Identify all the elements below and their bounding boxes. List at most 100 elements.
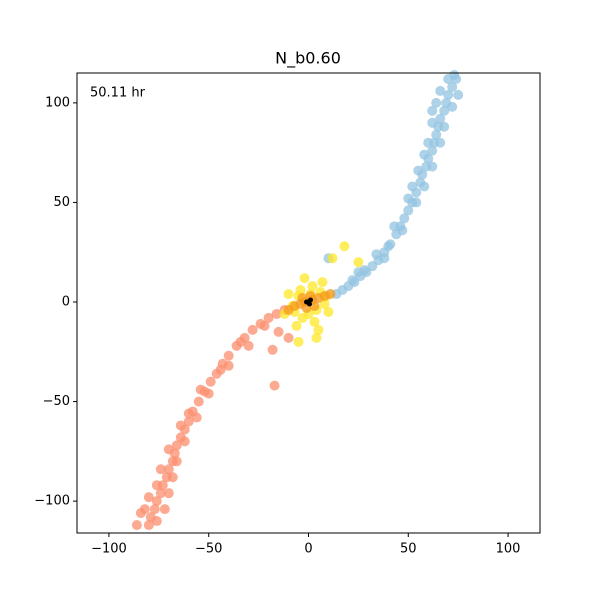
- point: [131, 520, 142, 531]
- point: [193, 396, 204, 407]
- point: [327, 253, 338, 264]
- point: [283, 332, 294, 343]
- point: [179, 436, 190, 447]
- point: [435, 85, 446, 96]
- point: [259, 320, 270, 331]
- point: [435, 113, 446, 124]
- point: [149, 504, 160, 515]
- point: [325, 289, 336, 300]
- point: [151, 516, 162, 527]
- point: [397, 225, 408, 236]
- point: [427, 161, 438, 172]
- point: [163, 488, 174, 499]
- point: [453, 89, 464, 100]
- annotation: 50.11 hr: [90, 86, 146, 101]
- chart-title: N_b0.60: [275, 49, 341, 69]
- point: [243, 340, 254, 351]
- point: [353, 267, 364, 278]
- x-tick-label: 100: [496, 542, 521, 557]
- point: [163, 444, 174, 455]
- y-tick-label: 100: [45, 95, 70, 110]
- y-tick-label: −50: [43, 394, 70, 409]
- y-tick-label: −100: [34, 494, 70, 509]
- point: [223, 360, 234, 371]
- point: [403, 205, 414, 216]
- point: [307, 281, 318, 292]
- point: [183, 408, 194, 419]
- point: [413, 165, 424, 176]
- point: [183, 416, 194, 427]
- point: [371, 249, 382, 260]
- point: [427, 105, 438, 116]
- point: [323, 306, 334, 317]
- point: [447, 101, 458, 112]
- point: [283, 289, 294, 300]
- point: [171, 440, 182, 451]
- point: [295, 285, 306, 296]
- point: [431, 129, 442, 140]
- point: [419, 149, 430, 160]
- point: [353, 257, 364, 268]
- point: [309, 316, 320, 327]
- point: [299, 273, 310, 284]
- point: [317, 277, 328, 288]
- point: [135, 508, 146, 519]
- point: [311, 332, 322, 343]
- point: [411, 197, 422, 208]
- point: [419, 181, 430, 192]
- x-tick-label: −100: [91, 542, 127, 557]
- point: [447, 81, 458, 92]
- x-tick-label: 0: [304, 542, 312, 557]
- point: [443, 89, 454, 100]
- point: [379, 253, 390, 264]
- point: [167, 472, 178, 483]
- point: [163, 464, 174, 475]
- point: [203, 388, 214, 399]
- point: [151, 480, 162, 491]
- point: [389, 221, 400, 232]
- point: [439, 105, 450, 116]
- point: [191, 412, 202, 423]
- point: [306, 301, 312, 307]
- point: [273, 326, 284, 337]
- point: [159, 504, 170, 515]
- point: [383, 241, 394, 252]
- y-tick-label: 50: [53, 195, 70, 210]
- point: [263, 312, 274, 323]
- point: [271, 308, 282, 319]
- point: [267, 344, 278, 355]
- point: [309, 300, 320, 311]
- point: [407, 181, 418, 192]
- point: [339, 241, 350, 252]
- point: [427, 117, 438, 128]
- point: [449, 69, 460, 80]
- point: [171, 456, 182, 467]
- plot-frame: [76, 72, 541, 534]
- point: [291, 320, 302, 331]
- point: [205, 376, 216, 387]
- point: [423, 137, 434, 148]
- point: [269, 380, 280, 391]
- point: [313, 324, 324, 335]
- point: [195, 384, 206, 395]
- point: [403, 193, 414, 204]
- point: [155, 488, 166, 499]
- point: [155, 464, 166, 475]
- point: [143, 492, 154, 503]
- x-tick-label: −50: [195, 542, 222, 557]
- point: [215, 364, 226, 375]
- x-tick-label: 50: [400, 542, 417, 557]
- point: [305, 291, 316, 302]
- point: [223, 350, 234, 361]
- point: [347, 275, 358, 286]
- point: [175, 420, 186, 431]
- y-tick-label: 0: [62, 295, 70, 310]
- point: [151, 496, 162, 507]
- point: [435, 137, 446, 148]
- point: [399, 213, 410, 224]
- point: [427, 145, 438, 156]
- point: [293, 336, 304, 347]
- point: [235, 336, 246, 347]
- point: [143, 520, 154, 531]
